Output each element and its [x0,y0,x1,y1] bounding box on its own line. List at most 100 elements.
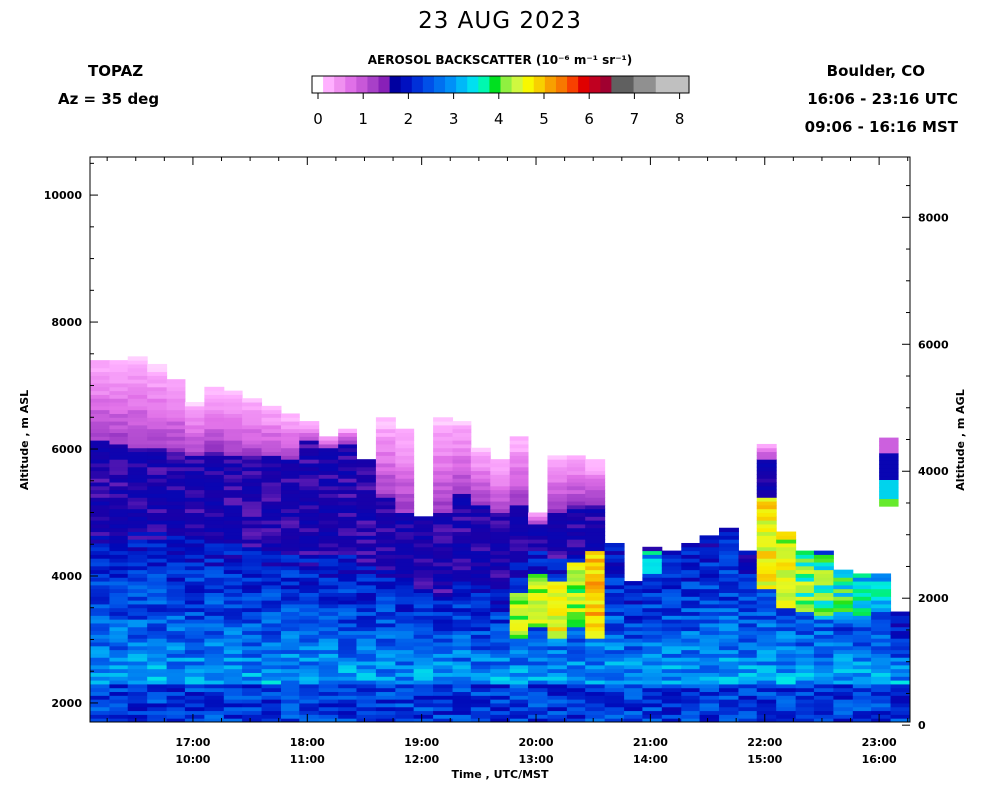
heatmap-cell [585,661,606,666]
heatmap-cell [470,642,491,647]
heatmap-cell [127,672,148,677]
heatmap-cell [299,447,320,453]
heatmap-cell [127,478,148,483]
heatmap-cell [871,710,892,715]
heatmap-cell [223,436,243,441]
heatmap-cell [299,501,320,506]
heatmap-cell [356,661,377,666]
heatmap-cell [470,638,491,643]
heatmap-cell [566,558,586,563]
heatmap-cell [204,432,225,437]
heatmap-cell [204,474,225,479]
heatmap-cell [413,596,434,601]
heatmap-cell [166,493,186,498]
heatmap-cell [738,661,758,666]
heatmap-cell [795,680,815,685]
heatmap-cell [585,569,606,574]
heatmap-cell [547,542,568,548]
heatmap-cell [413,638,434,643]
heatmap-cell [699,577,720,582]
heatmap-cell [585,672,606,677]
heatmap-cell [299,478,320,483]
heatmap-cell [299,531,320,536]
colorbar-cell [644,76,657,93]
heatmap-cell [395,664,415,670]
heatmap-cell [585,664,606,670]
heatmap-cell [719,558,739,563]
heatmap-cell [242,413,263,418]
heatmap-cell [813,680,834,685]
heatmap-cell [433,630,454,635]
heatmap-cell [204,638,225,643]
heatmap-cell [299,691,320,696]
x-tick-label-mst: 13:00 [519,753,554,766]
heatmap-cell [223,630,243,635]
heatmap-cell [813,653,834,658]
heatmap-cell [166,470,186,475]
colorbar-cell [323,76,335,93]
heatmap-cell [490,584,511,590]
heatmap-cell [547,634,568,639]
heatmap-cell [223,584,243,590]
heatmap-cell [109,531,129,536]
heatmap-cell [184,443,205,449]
heatmap-cell [470,668,491,673]
heatmap-cell [318,470,339,475]
heatmap-cell [699,714,720,719]
colorbar-tick-label: 0 [313,110,323,128]
heatmap-cell [624,710,643,715]
heatmap-cell [585,493,606,498]
heatmap-cell [204,504,225,510]
y-tick-label-left: 4000 [51,570,82,583]
heatmap-cell [338,447,357,453]
heatmap-cell [147,512,168,517]
heatmap-cell [395,531,415,536]
elevated-layer-cell [879,452,899,458]
heatmap-cell [566,695,586,700]
colorbar-cell [589,76,601,93]
heatmap-cell [395,535,415,540]
heatmap-cell [242,592,263,597]
heatmap-cell [433,436,454,441]
heatmap-cell [833,626,854,632]
heatmap-cell [547,569,568,574]
heatmap-cell [204,527,225,533]
heatmap-cell [356,462,377,468]
heatmap-cell [147,676,168,681]
heatmap-cell [223,432,243,437]
heatmap-cell [642,695,663,700]
heatmap-cell [738,706,758,712]
heatmap-cell [147,664,168,670]
heatmap-cell [756,485,777,491]
heatmap-cell [795,569,815,574]
heatmap-cell [338,630,357,635]
heatmap-cell [109,379,129,384]
heatmap-cell [223,455,243,460]
heatmap-cell [338,592,357,597]
heatmap-cell [109,680,129,685]
heatmap-cell [433,603,454,609]
heatmap-cell [604,702,625,708]
heatmap-cell [204,588,225,593]
heatmap-cell [166,657,186,662]
heatmap-cell [280,451,300,456]
heatmap-cell [356,565,377,571]
heatmap-cell [452,440,472,445]
heatmap-cell [470,702,491,708]
heatmap-cell [242,432,263,437]
heatmap-cell [413,676,434,681]
heatmap-cell [776,683,797,689]
heatmap-cell [318,596,339,601]
heatmap-cell [738,600,758,605]
heatmap-cell [413,600,434,605]
heatmap-cell [490,710,511,715]
heatmap-cell [375,702,396,708]
heatmap-cell [356,630,377,635]
heatmap-cell [90,634,110,639]
heatmap-cell [795,588,815,593]
heatmap-cell [375,642,396,647]
heatmap-cell [338,443,357,449]
heatmap-cell [318,718,339,722]
heatmap-cell [642,706,663,712]
